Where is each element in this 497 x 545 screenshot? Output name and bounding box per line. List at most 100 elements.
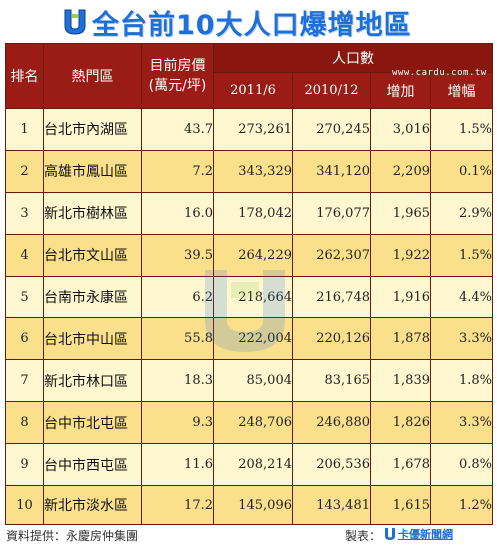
table-row: 8 台中市北屯區 9.3 248,706 246,880 1,826 3.3% bbox=[5, 401, 493, 445]
header-area: 熱門區 bbox=[43, 43, 142, 109]
cell-price: 39.5 bbox=[141, 233, 214, 277]
cell-rank: 8 bbox=[5, 401, 44, 445]
population-table: 排名 熱門區 目前房價 (萬元/坪) 人口數 2011/6 2010/12 增加… bbox=[5, 43, 493, 526]
cell-pop-2010: 176,077 bbox=[292, 191, 371, 235]
cell-price: 17.2 bbox=[141, 485, 214, 526]
cell-rank: 6 bbox=[5, 317, 44, 361]
title-bar: 全台前10大人口爆增地區 bbox=[0, 0, 497, 42]
header-rank: 排名 bbox=[5, 43, 44, 109]
cell-pop-2011: 264,229 bbox=[213, 233, 293, 277]
cell-increase: 3,016 bbox=[370, 108, 431, 151]
cell-area: 新北市樹林區 bbox=[43, 191, 142, 235]
cell-pop-2010: 270,245 bbox=[292, 108, 371, 151]
cell-pop-2010: 262,307 bbox=[292, 233, 371, 277]
cell-pop-2011: 343,329 bbox=[213, 149, 293, 193]
header-price-line2: (萬元/坪) bbox=[148, 78, 207, 94]
page-title: 全台前10大人口爆增地區 bbox=[92, 10, 412, 41]
header-row-2: 2011/6 2010/12 增加 增幅 bbox=[6, 72, 493, 109]
cell-growth: 2.9% bbox=[430, 191, 493, 235]
cell-increase: 2,209 bbox=[370, 149, 431, 193]
cell-price: 16.0 bbox=[141, 191, 214, 235]
cell-price: 6.2 bbox=[141, 275, 214, 319]
table-body: 1 台北市內湖區 43.7 273,261 270,245 3,016 1.5% 2 高雄市鳳山… bbox=[5, 108, 493, 526]
cell-pop-2011: 208,214 bbox=[213, 443, 293, 487]
cell-rank: 4 bbox=[5, 233, 44, 277]
cell-pop-2010: 83,165 bbox=[292, 359, 371, 403]
cell-pop-2011: 248,706 bbox=[213, 401, 293, 445]
cell-pop-2010: 220,126 bbox=[292, 317, 371, 361]
table-row: 4 台北市文山區 39.5 264,229 262,307 1,922 1.5% bbox=[5, 233, 493, 277]
cell-increase: 1,922 bbox=[370, 233, 431, 277]
table-row: 10 新北市淡水區 17.2 145,096 143,481 1,615 1.2% bbox=[5, 485, 493, 526]
table-row: 9 台中市西屯區 11.6 208,214 206,536 1,678 0.8% bbox=[5, 443, 493, 487]
cell-pop-2010: 206,536 bbox=[292, 443, 371, 487]
cell-area: 台中市西屯區 bbox=[43, 443, 142, 487]
cell-increase: 1,826 bbox=[370, 401, 431, 445]
header-row-1: 排名 熱門區 目前房價 (萬元/坪) 人口數 bbox=[5, 43, 493, 109]
cell-rank: 7 bbox=[5, 359, 44, 403]
cell-price: 9.3 bbox=[141, 401, 214, 445]
cell-area: 台北市文山區 bbox=[43, 233, 142, 277]
cell-growth: 1.2% bbox=[430, 485, 493, 526]
cell-growth: 1.5% bbox=[430, 233, 493, 277]
header-pop-2010: 2010/12 bbox=[292, 72, 371, 109]
cell-pop-2011: 222,004 bbox=[213, 317, 293, 361]
footer-source: 資料提供：永慶房仲集團 bbox=[6, 529, 139, 543]
cell-area: 台南市永康區 bbox=[43, 275, 142, 319]
cell-price: 11.6 bbox=[141, 443, 214, 487]
header-increase: 增加 bbox=[370, 72, 431, 109]
cell-pop-2011: 218,664 bbox=[213, 275, 293, 319]
header-growth: 增幅 bbox=[430, 72, 493, 109]
footer: 資料提供：永慶房仲集團 製表： 卡優新聞網 bbox=[0, 525, 497, 545]
cell-growth: 1.5% bbox=[430, 108, 493, 151]
cell-price: 43.7 bbox=[141, 108, 214, 151]
table-row: 2 高雄市鳳山區 7.2 343,329 341,120 2,209 0.1% bbox=[5, 149, 493, 193]
cell-rank: 9 bbox=[5, 443, 44, 487]
cell-area: 新北市淡水區 bbox=[43, 485, 142, 526]
cardu-logo-icon bbox=[64, 9, 86, 35]
footer-made-by: 製表： bbox=[345, 529, 382, 543]
header-price: 目前房價 (萬元/坪) bbox=[141, 43, 214, 109]
cell-pop-2010: 341,120 bbox=[292, 149, 371, 193]
cell-increase: 1,965 bbox=[370, 191, 431, 235]
cell-area: 台中市北屯區 bbox=[43, 401, 142, 445]
cell-pop-2010: 143,481 bbox=[292, 485, 371, 526]
cell-rank: 3 bbox=[5, 191, 44, 235]
cell-price: 18.3 bbox=[141, 359, 214, 403]
cell-increase: 1,678 bbox=[370, 443, 431, 487]
cell-area: 台北市中山區 bbox=[43, 317, 142, 361]
cell-pop-2011: 273,261 bbox=[213, 108, 293, 151]
cell-price: 7.2 bbox=[141, 149, 214, 193]
cell-area: 台北市內湖區 bbox=[43, 108, 142, 151]
table-row: 1 台北市內湖區 43.7 273,261 270,245 3,016 1.5% bbox=[5, 108, 493, 151]
watermark-url: www.cardu.com.tw bbox=[392, 68, 487, 78]
header-population: 人口數 bbox=[213, 43, 493, 73]
cell-pop-2010: 246,880 bbox=[292, 401, 371, 445]
cell-growth: 3.3% bbox=[430, 317, 493, 361]
cell-increase: 1,615 bbox=[370, 485, 431, 526]
footer-brand[interactable]: 卡優新聞網 bbox=[384, 526, 488, 542]
cell-pop-2011: 145,096 bbox=[213, 485, 293, 526]
cell-increase: 1,878 bbox=[370, 317, 431, 361]
cell-area: 高雄市鳳山區 bbox=[43, 149, 142, 193]
cell-price: 55.8 bbox=[141, 317, 214, 361]
cell-growth: 0.1% bbox=[430, 149, 493, 193]
cell-pop-2010: 216,748 bbox=[292, 275, 371, 319]
cell-pop-2011: 178,042 bbox=[213, 191, 293, 235]
table-row: 5 台南市永康區 6.2 218,664 216,748 1,916 4.4% bbox=[5, 275, 493, 319]
cell-rank: 10 bbox=[5, 485, 44, 526]
cell-area: 新北市林口區 bbox=[43, 359, 142, 403]
footer-brand-label[interactable]: 卡優新聞網 bbox=[398, 528, 453, 541]
header-price-line1: 目前房價 bbox=[149, 58, 206, 74]
cell-rank: 2 bbox=[5, 149, 44, 193]
cell-growth: 3.3% bbox=[430, 401, 493, 445]
cell-increase: 1,839 bbox=[370, 359, 431, 403]
brand-logo-icon bbox=[385, 528, 395, 540]
cell-rank: 5 bbox=[5, 275, 44, 319]
table-row: 3 新北市樹林區 16.0 178,042 176,077 1,965 2.9% bbox=[5, 191, 493, 235]
cell-growth: 1.8% bbox=[430, 359, 493, 403]
cell-pop-2011: 85,004 bbox=[213, 359, 293, 403]
header-pop-2011: 2011/6 bbox=[213, 72, 293, 109]
cell-growth: 4.4% bbox=[430, 275, 493, 319]
cell-increase: 1,916 bbox=[370, 275, 431, 319]
